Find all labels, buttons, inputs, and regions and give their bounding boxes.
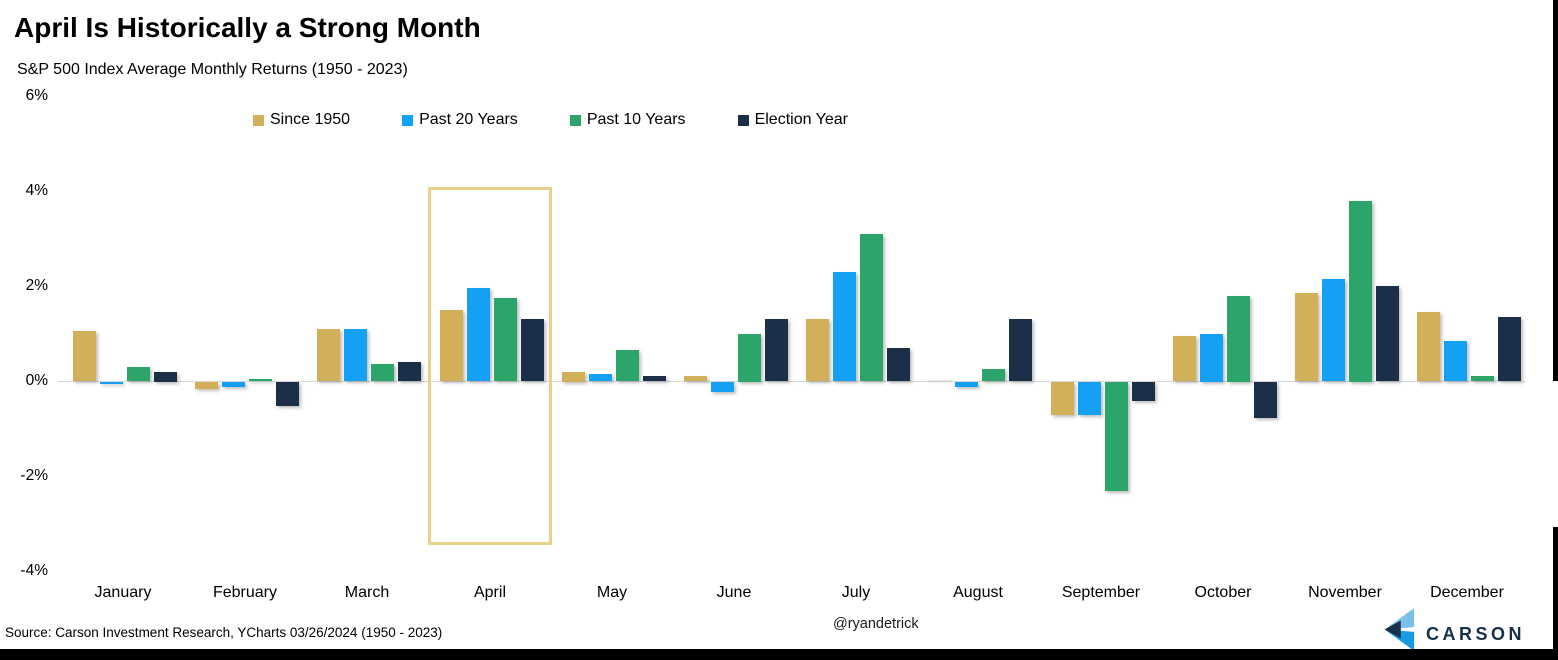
legend-label: Past 20 Years xyxy=(419,111,518,128)
x-axis-label-march: March xyxy=(344,584,390,601)
x-axis-label-may: May xyxy=(596,584,628,601)
bar-november-past-10-years xyxy=(1349,201,1372,382)
carson-logo-mark-icon xyxy=(1384,608,1415,651)
x-axis-label-february: February xyxy=(212,584,278,601)
bar-january-election-year xyxy=(154,372,177,382)
bar-march-past-20-years xyxy=(344,329,367,381)
bar-february-past-20-years xyxy=(222,382,245,387)
x-axis-label-december: December xyxy=(1430,584,1504,601)
y-axis-tick-label: 6% xyxy=(25,87,48,104)
bar-june-since-1950 xyxy=(684,376,707,381)
legend-item-2: Past 20 Years xyxy=(402,111,518,129)
x-axis-label-october: October xyxy=(1194,584,1252,601)
right-border-bottom xyxy=(1553,527,1558,660)
april-highlight-box xyxy=(428,187,552,545)
bar-december-since-1950 xyxy=(1417,312,1440,381)
bar-june-past-10-years xyxy=(738,334,761,382)
bar-april-past-20-years xyxy=(467,288,490,381)
bar-december-past-10-years xyxy=(1471,376,1494,381)
legend-swatch-icon xyxy=(253,114,264,126)
bar-june-election-year xyxy=(765,319,788,381)
bar-march-past-10-years xyxy=(371,364,394,381)
y-axis-tick-label: -2% xyxy=(20,467,48,484)
carson-logo-wordmark: CARSON xyxy=(1426,623,1526,644)
bar-september-since-1950 xyxy=(1051,382,1074,415)
legend-item-4: Election Year xyxy=(737,111,848,129)
bar-february-election-year xyxy=(276,382,299,406)
legend-label: Election Year xyxy=(754,111,848,128)
x-axis-label-april: April xyxy=(473,584,506,601)
legend-item-1: Since 1950 xyxy=(253,111,350,129)
bar-august-past-20-years xyxy=(955,382,978,387)
bar-september-election-year xyxy=(1132,382,1155,401)
bar-december-election-year xyxy=(1498,317,1521,381)
bar-october-past-10-years xyxy=(1227,296,1250,382)
legend-label: Since 1950 xyxy=(270,111,351,128)
bar-june-past-20-years xyxy=(711,382,734,392)
bar-march-election-year xyxy=(398,362,421,381)
y-axis-tick-label: 2% xyxy=(25,277,48,294)
bar-july-since-1950 xyxy=(806,319,829,381)
bar-april-election-year xyxy=(521,319,544,381)
bar-october-election-year xyxy=(1254,382,1277,418)
y-axis-tick-label: 4% xyxy=(25,182,48,199)
bar-august-election-year xyxy=(1009,319,1032,381)
zero-gridline xyxy=(58,381,1526,382)
y-axis-tick-label: 0% xyxy=(25,372,48,389)
carson-logo: CARSON xyxy=(1378,607,1525,651)
bar-may-past-20-years xyxy=(589,374,612,381)
source-note: Source: Carson Investment Research, YCha… xyxy=(5,625,443,640)
legend-swatch-icon xyxy=(569,114,581,126)
chart-subtitle: S&P 500 Index Average Monthly Returns (1… xyxy=(17,61,408,78)
legend-label: Past 10 Years xyxy=(586,111,686,128)
bar-september-past-10-years xyxy=(1105,382,1128,491)
chart-title: April Is Historically a Strong Month xyxy=(14,12,481,43)
bar-august-since-1950 xyxy=(928,380,951,381)
legend-item-3: Past 10 Years xyxy=(569,111,686,129)
bar-november-since-1950 xyxy=(1295,293,1318,381)
bar-january-past-10-years xyxy=(127,367,150,381)
bar-march-since-1950 xyxy=(317,329,340,381)
bar-april-past-10-years xyxy=(494,298,517,381)
bar-may-election-year xyxy=(643,376,666,381)
bar-october-since-1950 xyxy=(1173,336,1196,381)
bar-october-past-20-years xyxy=(1200,334,1223,382)
bar-november-past-20-years xyxy=(1322,279,1345,381)
bar-may-past-10-years xyxy=(616,350,639,381)
right-border-top xyxy=(1553,0,1558,381)
bar-may-since-1950 xyxy=(562,372,585,382)
bar-september-past-20-years xyxy=(1078,382,1101,415)
legend: Since 1950 Past 20 Years Past 10 Years Elec… xyxy=(253,111,848,129)
bar-december-past-20-years xyxy=(1444,341,1467,381)
bottom-border-bar xyxy=(0,649,1558,660)
bar-january-since-1950 xyxy=(73,331,96,381)
x-axis-label-june: June xyxy=(716,584,752,601)
x-axis-label-january: January xyxy=(94,584,152,601)
x-axis-label-august: August xyxy=(953,584,1003,601)
x-axis-label-september: September xyxy=(1061,584,1141,601)
legend-swatch-icon xyxy=(402,114,414,126)
bar-april-since-1950 xyxy=(440,310,463,381)
bar-january-past-20-years xyxy=(100,382,123,384)
bar-february-past-10-years xyxy=(249,379,272,381)
twitter-handle: @ryandetrick xyxy=(833,616,919,632)
bar-july-past-20-years xyxy=(833,272,856,381)
x-axis-label-november: November xyxy=(1308,584,1382,601)
x-axis-label-july: July xyxy=(841,584,871,601)
bar-july-past-10-years xyxy=(860,234,883,381)
bar-july-election-year xyxy=(887,348,910,381)
bar-february-since-1950 xyxy=(195,382,218,389)
bar-august-past-10-years xyxy=(982,369,1005,381)
legend-swatch-icon xyxy=(737,114,749,126)
y-axis-tick-label: -4% xyxy=(20,562,48,579)
bar-november-election-year xyxy=(1376,286,1399,381)
